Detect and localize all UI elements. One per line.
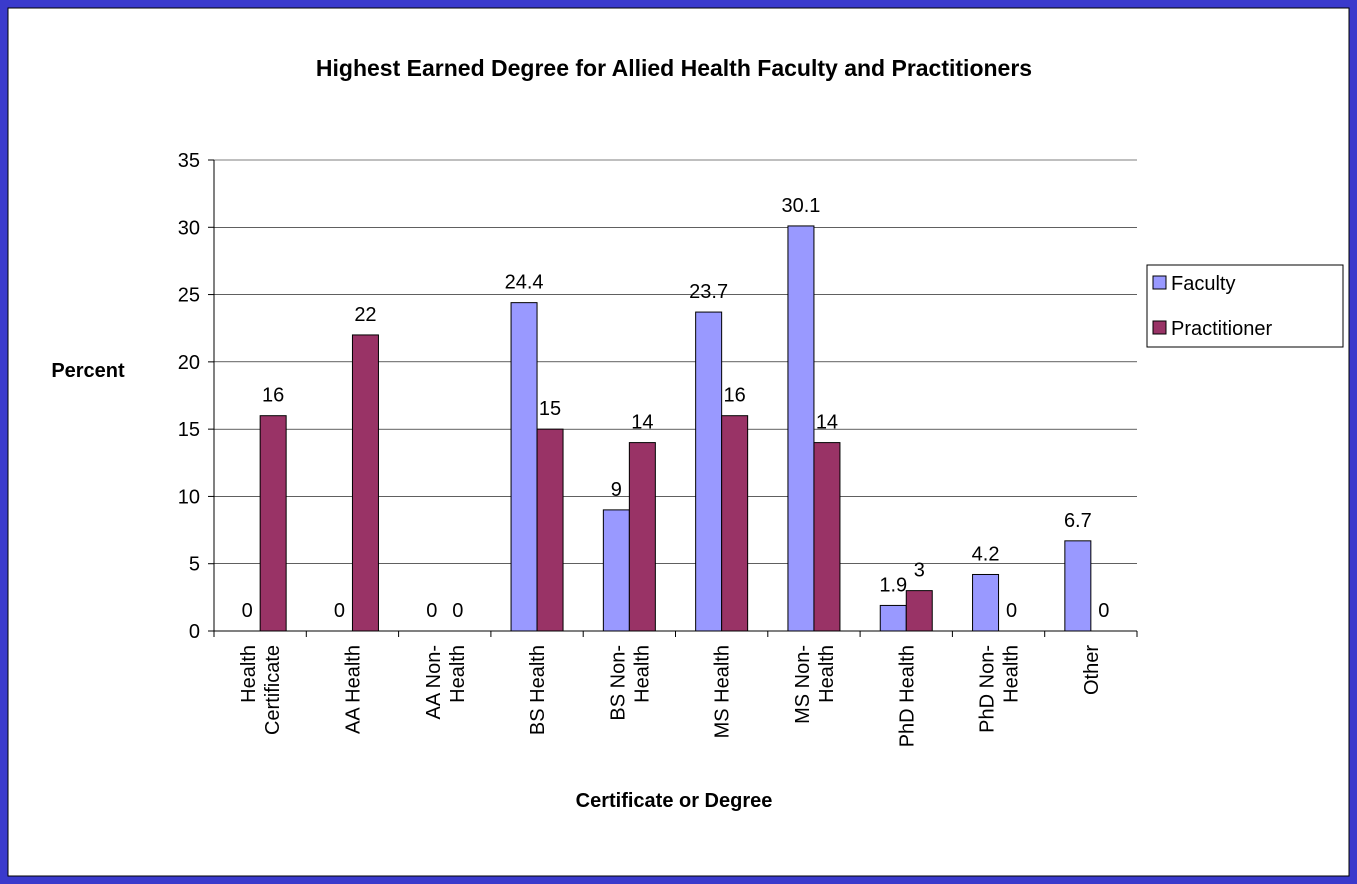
y-tick-label: 30 [178, 217, 200, 239]
x-tick-label: PhD Non- Health [977, 645, 1023, 733]
value-label: 0 [452, 600, 463, 622]
legend-label: Practitioner [1171, 318, 1272, 340]
bar [787, 225, 815, 632]
value-label: 30.1 [781, 195, 820, 217]
value-label: 14 [816, 412, 838, 434]
y-tick-label: 25 [178, 285, 200, 307]
bar [813, 442, 841, 632]
value-label: 0 [1006, 600, 1017, 622]
y-tick-label: 15 [178, 419, 200, 441]
bar [879, 604, 907, 632]
value-label: 16 [724, 385, 746, 407]
chart-title: Highest Earned Degree for Allied Health … [316, 55, 1032, 81]
bar [259, 415, 287, 632]
legend-swatch [1152, 320, 1167, 335]
value-label: 24.4 [505, 272, 544, 294]
value-label: 14 [631, 412, 653, 434]
value-label: 4.2 [972, 543, 1000, 565]
x-tick-label: BS Health [527, 645, 549, 735]
value-label: 9 [611, 479, 622, 501]
x-tick-label: MS Health [712, 645, 734, 738]
bar [1064, 540, 1092, 632]
chart-area [7, 7, 1350, 877]
bar [695, 311, 723, 632]
y-axis-title: Percent [51, 360, 125, 382]
bar [351, 334, 379, 632]
y-tick-label: 10 [178, 486, 200, 508]
y-tick-label: 5 [189, 554, 200, 576]
value-label: 0 [334, 600, 345, 622]
legend-label: Faculty [1171, 273, 1235, 295]
value-label: 22 [354, 304, 376, 326]
value-label: 23.7 [689, 281, 728, 303]
x-axis-title: Certificate or Degree [576, 790, 773, 812]
bar [972, 573, 1000, 632]
bar [536, 428, 564, 632]
bar [721, 415, 749, 632]
x-tick-label: AA Health [342, 645, 364, 734]
x-tick-label: AA Non- Health [423, 645, 469, 719]
value-label: 15 [539, 398, 561, 420]
legend-swatch [1152, 275, 1167, 290]
x-tick-label: Other [1081, 645, 1103, 695]
y-tick-label: 0 [189, 621, 200, 643]
value-label: 0 [426, 600, 437, 622]
value-label: 3 [914, 560, 925, 582]
y-tick-label: 35 [178, 150, 200, 172]
x-tick-label: BS Non- Health [607, 645, 653, 721]
value-label: 0 [242, 600, 253, 622]
value-label: 1.9 [879, 574, 907, 596]
bar [905, 590, 933, 632]
bar [628, 442, 656, 632]
x-tick-label: MS Non- Health [792, 645, 838, 724]
bar [602, 509, 630, 632]
y-tick-label: 20 [178, 352, 200, 374]
value-label: 0 [1098, 600, 1109, 622]
legend [1146, 264, 1344, 348]
value-label: 6.7 [1064, 510, 1092, 532]
bar [510, 302, 538, 632]
x-tick-label: Health Certificate [238, 645, 284, 735]
value-label: 16 [262, 385, 284, 407]
x-tick-label: PhD Health [896, 645, 918, 747]
